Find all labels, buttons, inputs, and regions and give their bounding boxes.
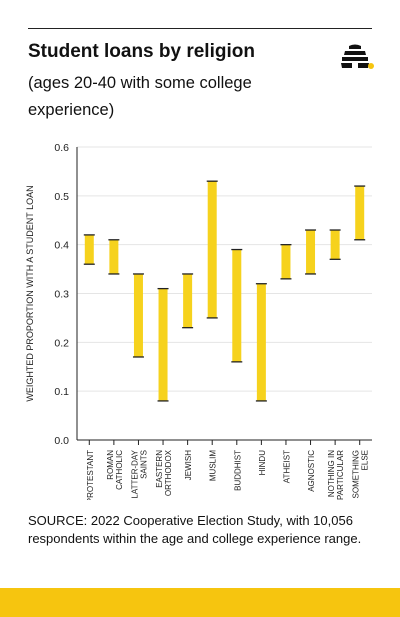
x-tick-label: EASTERN	[155, 450, 164, 488]
range-bar	[84, 234, 94, 265]
range-chart: 0.0 0.1 0.2 0.3 0.4 0.5 0.6 WEIGHTED PROPORTION…	[25, 142, 372, 500]
x-tick-label: LATTER-DAY	[130, 449, 139, 498]
range-bar	[183, 273, 193, 328]
range-bar	[330, 230, 340, 260]
range-bar	[207, 181, 217, 318]
x-tick-label: AGNOSTIC	[307, 450, 316, 492]
range-bar	[355, 186, 365, 240]
footer-band	[0, 588, 400, 617]
y-tick-label: 0.4	[54, 240, 69, 252]
x-tick-label: BUDDHIST	[233, 450, 242, 491]
x-tick-label: HINDU	[258, 450, 267, 476]
source-note: SOURCE: 2022 Cooperative Election Study,…	[28, 513, 362, 546]
range-bar	[256, 283, 266, 401]
range-bar	[109, 239, 119, 274]
y-tick-label: 0.3	[54, 289, 69, 301]
chart-subtitle: (ages 20-40 with some college experience…	[28, 74, 252, 119]
x-tick-label: ATHEIST	[282, 450, 291, 483]
chart-title: Student loans by religion	[28, 41, 255, 62]
y-tick-label: 0.6	[54, 142, 69, 154]
range-bar	[306, 230, 316, 274]
y-tick-label: 0.1	[54, 386, 69, 398]
range-bar	[133, 273, 143, 357]
top-rule	[28, 28, 372, 29]
range-bar	[281, 244, 291, 279]
y-tick-label: 0.0	[54, 435, 69, 447]
range-bar	[158, 288, 168, 401]
x-tick-label: JEWISH	[184, 450, 193, 480]
x-tick-label: ELSE	[361, 450, 370, 470]
range-bar	[232, 249, 242, 362]
x-tick-label: SAINTS	[139, 450, 148, 479]
x-tick-label: ORTHODOX	[164, 449, 173, 496]
y-tick-label: 0.2	[54, 337, 69, 349]
x-tick-label: ROMAN	[106, 450, 115, 480]
x-tick-label: MUSLIM	[209, 450, 218, 481]
beehive-icon	[341, 44, 374, 69]
x-tick-label: SOMETHING	[352, 450, 361, 498]
x-tick-label: PARTICULAR	[336, 450, 345, 500]
y-axis-label: WEIGHTED PROPORTION WITH A STUDENT LOAN	[25, 185, 35, 401]
y-tick-label: 0.5	[54, 191, 69, 203]
x-tick-label: PROTESTANT	[86, 450, 95, 500]
x-tick-label: CATHOLIC	[115, 450, 124, 490]
x-tick-label: NOTHING IN	[327, 450, 336, 497]
